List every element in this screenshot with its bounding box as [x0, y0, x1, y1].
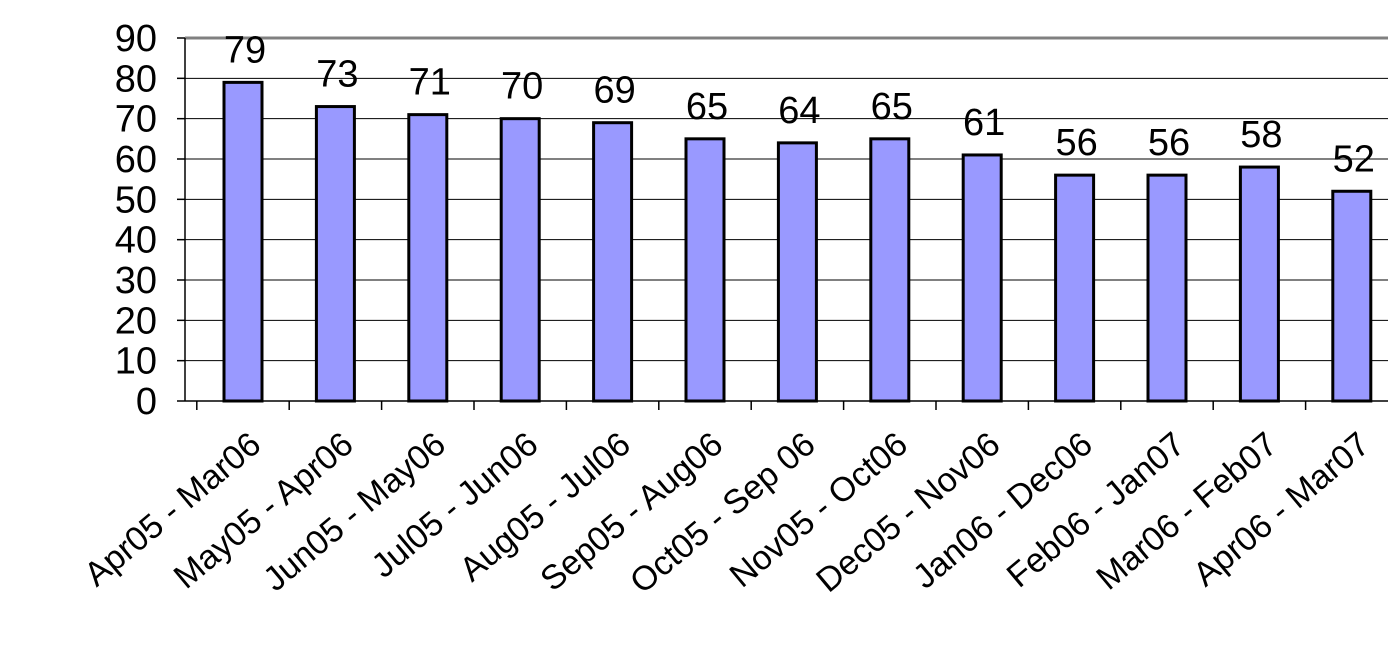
y-tick-label: 90 [115, 18, 157, 60]
data-label: 65 [871, 86, 913, 128]
y-tick-label: 40 [115, 220, 157, 262]
y-tick-label: 70 [115, 99, 157, 141]
data-label: 52 [1333, 138, 1375, 180]
y-tick-label: 50 [115, 179, 157, 221]
y-tick-label: 60 [115, 139, 157, 181]
data-label: 58 [1240, 114, 1282, 156]
bar [1331, 189, 1373, 403]
bars [222, 80, 1373, 403]
bar [1054, 173, 1096, 403]
bar [407, 113, 449, 403]
y-tick-label: 10 [115, 341, 157, 383]
y-tick-label: 80 [115, 58, 157, 100]
data-label: 71 [409, 62, 451, 104]
data-label: 69 [593, 70, 635, 112]
data-label: 56 [1148, 122, 1190, 164]
bar [1238, 165, 1280, 403]
y-tick-label: 20 [115, 300, 157, 342]
bar [592, 121, 634, 403]
data-label: 79 [224, 29, 266, 71]
data-label: 65 [686, 86, 728, 128]
data-label: 64 [778, 90, 820, 132]
data-label: 73 [316, 54, 358, 96]
bar [776, 141, 818, 403]
bar [961, 153, 1003, 403]
data-labels: 79 73 71 70 69 65 64 65 61 56 56 58 52 [224, 29, 1375, 180]
y-tick-label: 30 [115, 260, 157, 302]
data-label: 56 [1055, 122, 1097, 164]
bar [222, 80, 264, 403]
bar [314, 105, 356, 403]
data-label: 61 [963, 102, 1005, 144]
axes [177, 36, 1388, 410]
y-tick-label: 0 [136, 381, 157, 423]
bar [684, 137, 726, 403]
bar [499, 117, 541, 403]
data-label: 70 [501, 66, 543, 108]
bar [869, 137, 911, 403]
bar [1146, 173, 1188, 403]
